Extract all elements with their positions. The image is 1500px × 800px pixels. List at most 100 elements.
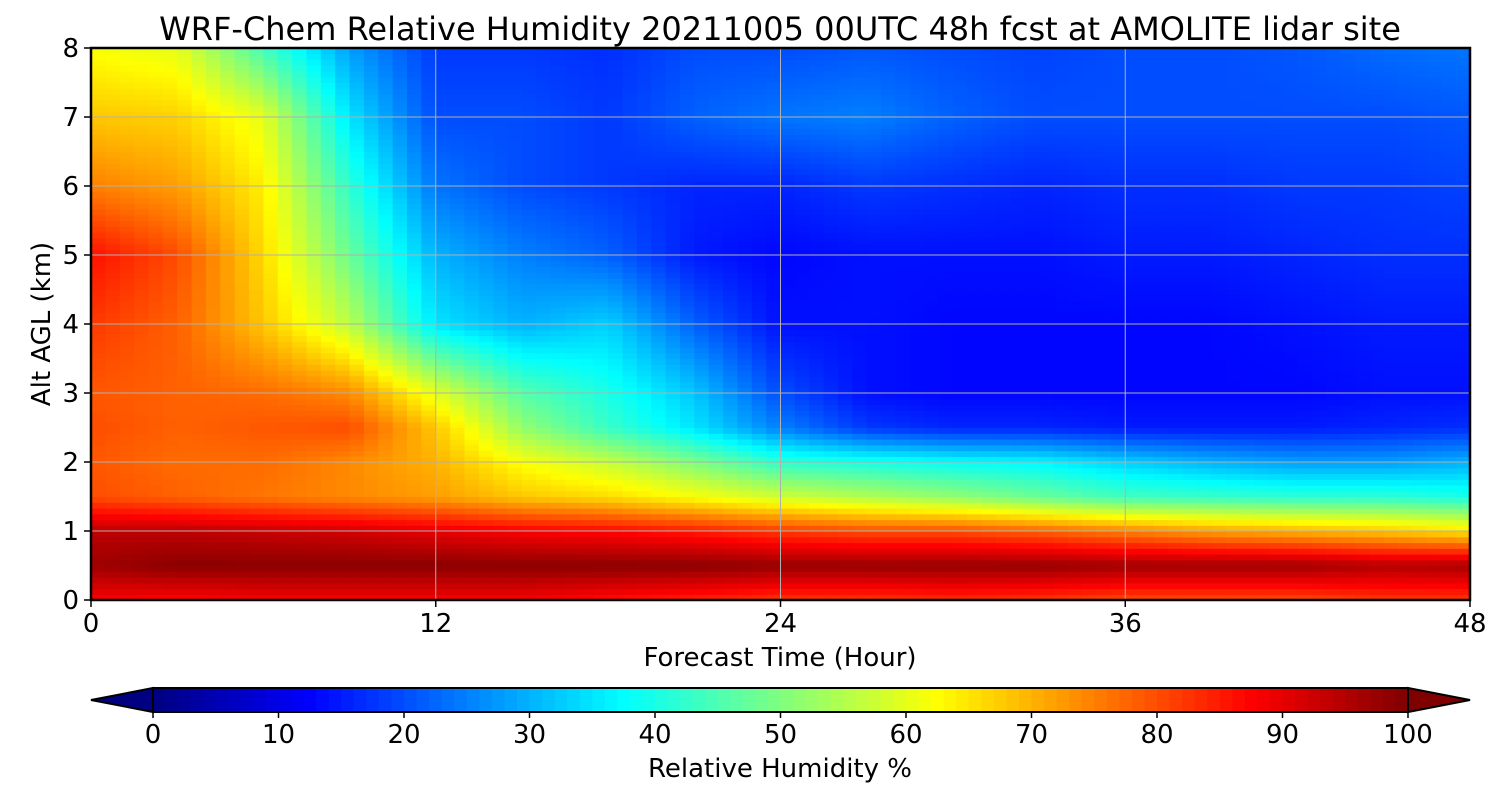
heatmap-cell [392,479,408,486]
heatmap-cell [234,421,250,429]
heatmap-cell [967,312,983,319]
heatmap-cell [608,559,624,567]
heatmap-cell [407,393,422,400]
heatmap-cell [450,513,466,521]
heatmap-cell [119,594,135,600]
heatmap-cell [579,479,595,486]
heatmap-cell [306,525,322,532]
heatmap-cell [1369,588,1385,595]
heatmap-cell [91,496,106,503]
heatmap-cell [1024,381,1040,388]
heatmap-cell [938,479,954,486]
heatmap-cell [1139,513,1155,521]
heatmap-cell [1182,306,1198,314]
heatmap-cell [1139,456,1155,463]
heatmap-cell [407,479,422,486]
heatmap-cell [478,306,494,314]
heatmap-cell [378,525,394,532]
heatmap-cell [909,347,925,354]
heatmap-cell [1110,398,1126,406]
heatmap-cell [636,502,652,509]
heatmap-cell [1110,456,1126,463]
heatmap-cell [1254,427,1270,434]
heatmap-cell [708,358,724,365]
heatmap-cell [1441,467,1457,475]
heatmap-cell [866,519,882,526]
heatmap-cell [1355,571,1371,578]
heatmap-cell [378,571,394,578]
heatmap-cell [1211,559,1227,567]
heatmap-cell [651,387,667,394]
heatmap-cell [995,410,1011,417]
heatmap-cell [450,594,466,600]
heatmap-cell [1326,358,1342,365]
heatmap-cell [1096,404,1112,411]
heatmap-cell [565,496,580,503]
heatmap-cell [1225,398,1241,406]
heatmap-cell [363,410,379,417]
heatmap-cell [1039,341,1055,348]
heatmap-cell [794,324,810,331]
heatmap-cell [766,490,782,498]
heatmap-cell [593,508,609,515]
heatmap-cell [392,312,408,319]
heatmap-cell [938,582,954,590]
heatmap-cell [521,548,537,555]
heatmap-cell [679,456,695,463]
heatmap-cell [780,582,796,590]
heatmap-cell [1082,306,1098,314]
heatmap-cell [981,393,997,400]
heatmap-cell [292,364,308,371]
heatmap-cell [1283,490,1299,498]
heatmap-cell [1355,364,1371,371]
heatmap-cell [751,370,767,377]
heatmap-cell [1096,347,1112,354]
heatmap-cell [1311,416,1327,423]
heatmap-cell [292,467,308,475]
heatmap-cell [636,485,652,492]
heatmap-cell [105,588,121,595]
heatmap-cell [464,450,480,457]
heatmap-cell [493,462,509,469]
heatmap-cell [679,554,695,561]
heatmap-cell [1355,542,1371,549]
heatmap-cell [1125,588,1141,595]
heatmap-cell [593,352,609,360]
heatmap-cell [536,536,552,544]
heatmap-cell [1268,479,1284,486]
heatmap-cell [952,347,968,354]
heatmap-cell [1254,479,1270,486]
heatmap-cell [1139,588,1155,595]
heatmap-cell [665,416,681,423]
heatmap-cell [249,519,264,526]
heatmap-cell [363,439,379,446]
heatmap-cell [1311,577,1327,584]
heatmap-cell [651,577,667,584]
heatmap-cell [550,404,566,411]
heatmap-cell [1383,347,1399,354]
heatmap-cell [1412,301,1428,308]
heatmap-cell [665,358,681,365]
heatmap-cell [909,519,925,526]
heatmap-cell [852,387,868,394]
heatmap-cell [723,577,739,584]
heatmap-cell [1082,433,1098,440]
heatmap-cell [895,450,911,457]
heatmap-cell [1240,444,1256,452]
heatmap-cell [263,450,279,457]
heatmap-cell [421,393,437,400]
heatmap-cell [162,467,178,475]
heatmap-cell [177,410,193,417]
heatmap-cell [1240,341,1256,348]
heatmap-cell [651,582,667,590]
heatmap-cell [363,450,379,457]
heatmap-cell [1240,375,1256,383]
heatmap-cell [550,358,566,365]
heatmap-cell [205,508,221,515]
heatmap-cell [550,416,566,423]
heatmap-cell [478,358,494,365]
heatmap-cell [119,306,135,314]
heatmap-cell [536,381,552,388]
heatmap-cell [277,490,293,498]
heatmap-cell [407,525,422,532]
